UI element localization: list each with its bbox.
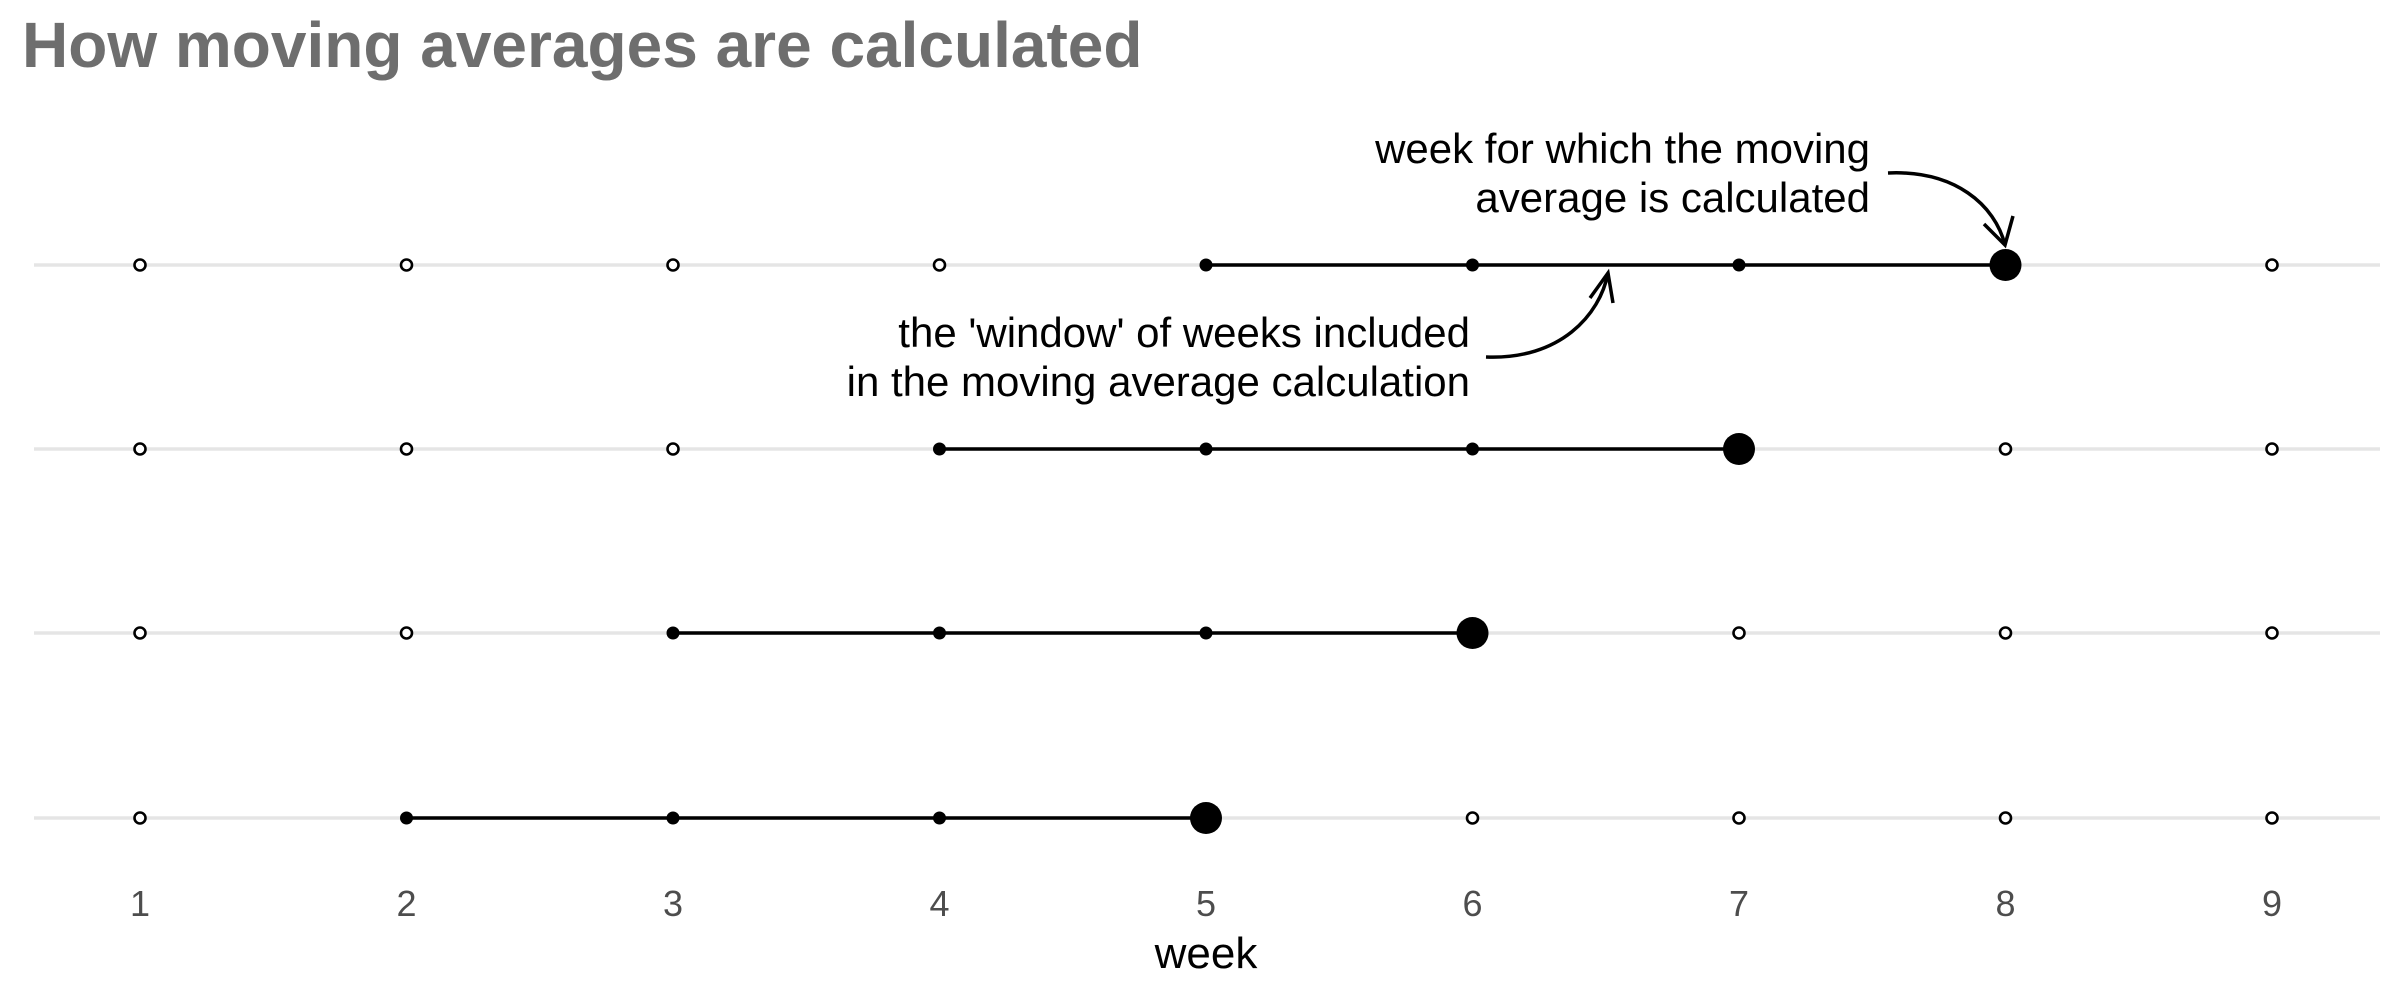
other-week-point-row-3-week-8 — [1998, 626, 2013, 640]
other-week-point-row-4-week-7 — [1732, 811, 1746, 825]
target-week-point-row-3-week-6 — [1456, 617, 1489, 649]
other-week-point-row-3-week-2 — [399, 626, 414, 640]
x-tick-label-3: 3 — [663, 883, 683, 924]
annotation-target-week-line-1: week for which the moving — [1374, 125, 1870, 172]
other-week-point-row-1-week-3 — [666, 258, 680, 272]
x-tick-label-8: 8 — [1995, 883, 2015, 924]
other-week-point-row-3-week-1 — [133, 626, 147, 640]
other-week-point-row-3-week-9 — [2265, 626, 2279, 640]
other-week-point-row-1-week-1 — [133, 258, 147, 272]
x-tick-label-5: 5 — [1196, 883, 1216, 924]
other-week-point-row-2-week-2 — [399, 442, 414, 456]
target-week-point-row-1-week-8 — [1989, 249, 2022, 281]
other-week-point-row-4-week-8 — [1998, 811, 2013, 825]
annotation-target-week-line-2: average is calculated — [1475, 174, 1870, 221]
annotation-target-week: week for which the moving average is cal… — [1374, 125, 2015, 249]
week-points — [133, 249, 2279, 834]
window-lines — [406, 263, 2006, 820]
other-week-point-row-4-week-1 — [133, 811, 147, 825]
window-week-point-row-3-week-5 — [1199, 626, 1213, 640]
x-axis-ticks: 1 2 3 4 5 6 7 8 9 — [130, 883, 2282, 924]
annotation-target-week-arrowhead — [1982, 215, 2015, 249]
annotation-window: the 'window' of weeks included in the mo… — [847, 268, 1615, 405]
target-week-point-row-2-week-7 — [1723, 433, 1755, 465]
window-week-point-row-4-week-3 — [666, 811, 680, 825]
x-tick-label-7: 7 — [1729, 883, 1749, 924]
window-week-point-row-4-week-2 — [400, 811, 413, 825]
other-week-point-row-3-week-7 — [1732, 626, 1746, 640]
annotation-window-arrowhead — [1588, 268, 1615, 304]
other-week-point-row-2-week-1 — [133, 442, 147, 456]
x-tick-label-2: 2 — [396, 883, 416, 924]
window-week-point-row-2-week-5 — [1199, 442, 1213, 456]
other-week-point-row-2-week-8 — [1998, 442, 2013, 456]
other-week-point-row-1-week-4 — [932, 258, 947, 272]
window-week-point-row-2-week-4 — [933, 442, 946, 456]
chart-title: How moving averages are calculated — [22, 9, 1143, 81]
other-week-point-row-2-week-3 — [666, 442, 680, 456]
window-week-point-row-3-week-3 — [666, 626, 680, 640]
window-week-point-row-2-week-6 — [1466, 442, 1479, 456]
annotation-window-arrow — [1485, 272, 1610, 359]
annotation-window-line-1: the 'window' of weeks included — [898, 309, 1470, 356]
window-week-point-row-4-week-4 — [933, 811, 946, 825]
x-tick-label-6: 6 — [1462, 883, 1482, 924]
other-week-point-row-1-week-9 — [2265, 258, 2279, 272]
x-tick-label-1: 1 — [130, 883, 150, 924]
window-week-point-row-1-week-7 — [1732, 258, 1746, 272]
x-tick-label-4: 4 — [929, 883, 949, 924]
x-tick-label-9: 9 — [2262, 883, 2282, 924]
window-week-point-row-1-week-6 — [1466, 258, 1479, 272]
other-week-point-row-1-week-2 — [399, 258, 414, 272]
other-week-point-row-4-week-6 — [1465, 811, 1480, 825]
other-week-point-row-2-week-9 — [2265, 442, 2279, 456]
x-axis-label: week — [1154, 929, 1259, 978]
other-week-point-row-4-week-9 — [2265, 811, 2279, 825]
annotation-target-week-arrow — [1887, 171, 2007, 246]
window-week-point-row-3-week-4 — [933, 626, 946, 640]
window-week-point-row-1-week-5 — [1199, 258, 1213, 272]
annotation-window-line-2: in the moving average calculation — [847, 358, 1470, 405]
target-week-point-row-4-week-5 — [1190, 802, 1222, 834]
